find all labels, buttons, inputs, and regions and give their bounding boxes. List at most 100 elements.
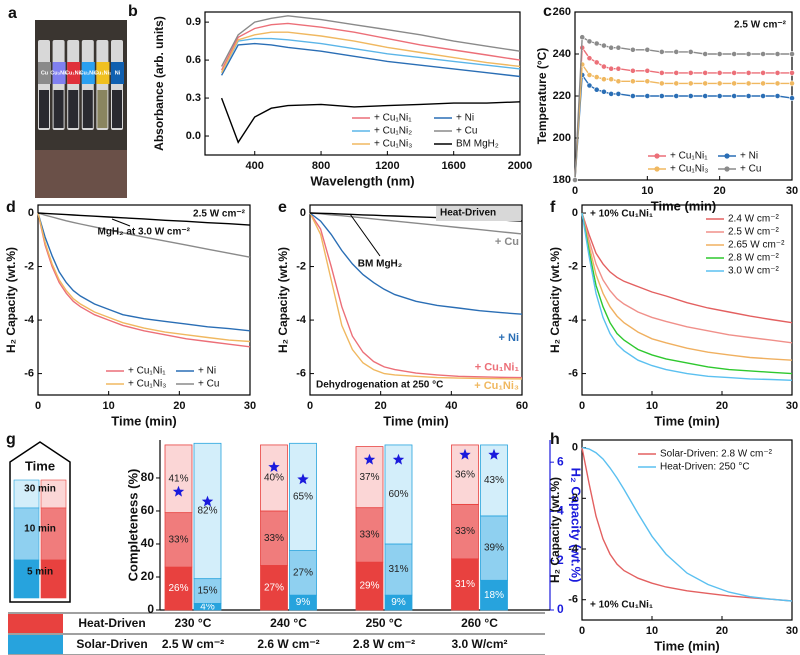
y-tick-label: 200 [553,132,571,144]
legend-label: 2.4 W cm⁻² [728,214,780,225]
legend-label: + Cu₁Ni₂ [374,126,412,137]
bar-segment [164,512,193,568]
y2-tick-label: 4 [557,504,564,518]
legend-label: + Ni [740,151,758,162]
panel-label: g [6,431,16,448]
table-cell: 230 °C [175,616,212,630]
time-legend-label: 10 min [24,524,56,535]
marker [615,65,622,72]
y-axis-label: H₂ Capacity (wt.%) [548,477,562,583]
capacity-star [268,461,280,472]
value-label: 31% [388,564,408,575]
marker [629,67,636,74]
bar-segment [451,558,479,611]
series-line [581,212,793,324]
x-tick-label: 30 [244,400,256,412]
y-tick-label: 40 [141,536,155,550]
time-legend-title: Time [25,458,55,473]
bar-segment [355,561,384,611]
table-swatch [8,614,63,633]
plot-frame [309,204,523,396]
bar-segment [480,515,508,581]
vial-content [68,90,79,128]
value-label: 39% [484,543,504,554]
marker [745,51,752,57]
legend-label: 3.0 W cm⁻² [728,266,780,277]
marker [601,42,607,49]
panel-label: d [6,199,16,216]
marker [629,93,636,99]
inline-label: + Cu₁Ni₃ [474,380,519,392]
y2-tick-label: 6 [557,454,564,468]
marker [716,51,723,57]
marker [687,49,694,55]
time-legend-band [40,479,67,509]
time-legend-band [13,507,40,561]
y-tick-label: -4 [568,543,579,555]
annotation: + 10% Cu₁Ni₁ [590,209,653,220]
capacity-star [172,485,185,497]
y-tick-label: 0 [28,207,34,219]
marker [673,70,680,76]
x-tick-label: 0 [307,400,313,412]
marker [586,55,593,62]
marker [586,82,593,89]
series-line [37,212,251,343]
marker [760,93,766,99]
x-tick-label: 0 [572,185,578,197]
legend-label: + Cu [740,164,761,175]
time-legend-label: 30 min [24,484,56,495]
series-line [581,212,793,381]
marker [644,78,651,85]
capacity-star [459,448,471,460]
capacity-star [363,453,376,465]
series-line [37,212,251,226]
vial-content [82,90,93,128]
x-axis-label: Time (min) [111,413,177,428]
value-label: 33% [264,533,284,544]
legend-label: Heat-Driven: 250 °C [660,462,750,473]
x-axis-label: Wavelength (nm) [310,173,414,188]
plot-frame [37,204,251,396]
marker [615,78,622,85]
series-line [581,212,793,344]
marker [702,93,709,99]
annotation: + 10% Cu₁Ni₁ [590,600,653,611]
marker [593,59,600,66]
y2-axis-label: H₂ Capacity (wt.%) [569,468,584,583]
series-line [37,212,251,258]
vial-label: Cu [41,70,48,76]
marker [673,80,680,87]
y-tick-label: 0 [572,442,578,454]
vial-content [39,90,49,128]
marker [601,76,607,83]
x-tick-label: 2000 [508,160,532,172]
marker [586,72,593,78]
marker [687,80,694,87]
y-tick-label: -6 [24,367,34,379]
value-label: 43% [484,475,504,486]
x-tick-label: 20 [716,400,728,412]
x-axis-label: Time (min) [654,413,720,428]
x-axis-label: Time (min) [654,638,720,653]
marker [644,46,651,53]
value-label: 4% [200,601,215,612]
x-tick-label: 60 [516,400,528,412]
series-line [581,212,793,375]
bar-segment [384,543,413,596]
panel-label: c [543,3,552,20]
annotation: BM MgH₂ [358,259,402,270]
vial-label: Cu₁Ni₃ [94,70,112,76]
marker [774,51,781,57]
marker [608,65,615,72]
marker [774,70,781,76]
marker [608,91,615,97]
marker [789,70,795,76]
vial-tag [96,62,110,84]
marker [629,78,636,85]
y-axis-label: Absorbance (arb. units) [152,16,166,151]
marker [716,80,723,87]
x-tick-label: 10 [646,625,658,637]
legend-marker [724,153,730,159]
bar-segment [164,444,193,514]
